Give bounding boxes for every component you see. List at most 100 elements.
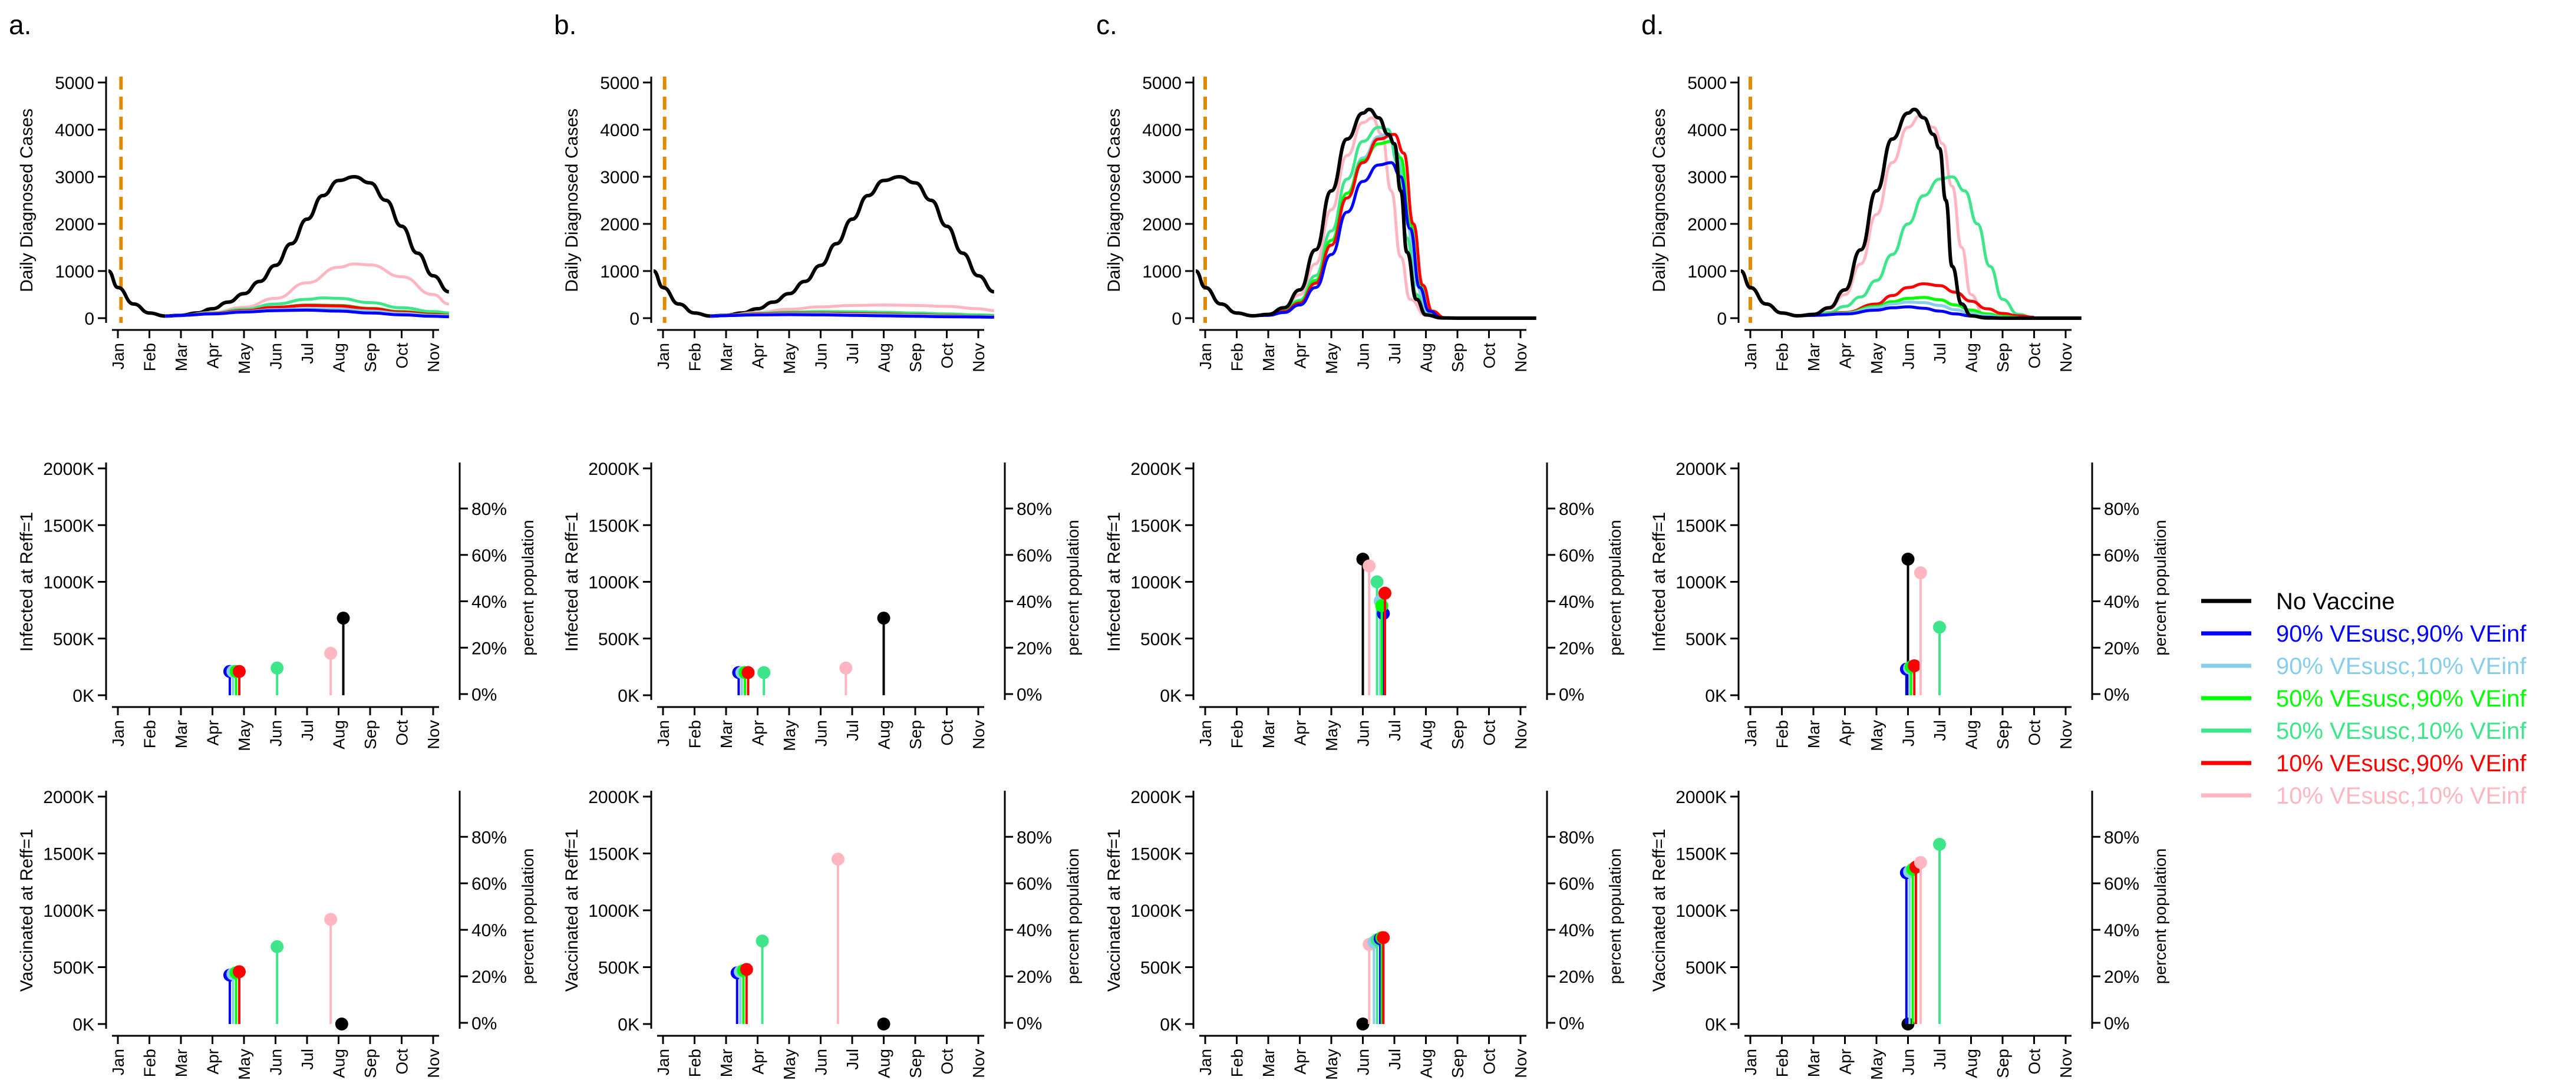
series-line-s6: [1797, 114, 1997, 320]
lollipop-point-nv: [1901, 1018, 1915, 1030]
x-tick-label: Feb: [141, 720, 159, 748]
y-tick-label: 1000K: [1675, 901, 1727, 921]
x-tick-label: May: [1322, 343, 1341, 374]
x-tick-label: Feb: [141, 1049, 159, 1077]
y-tick-label: 5000: [600, 74, 639, 93]
x-tick-label: Nov: [969, 720, 988, 749]
x-tick-label: Jan: [109, 343, 127, 369]
x-tick-label: Sep: [361, 720, 380, 749]
legend-label: 90% VEsusc,90% VEinf: [2276, 621, 2527, 647]
y-tick-label: 1000K: [1675, 573, 1727, 593]
x-tick-label: Aug: [330, 1049, 348, 1078]
y2-tick-label: 80%: [471, 500, 507, 519]
panel-label: c.: [1096, 9, 1117, 40]
y-tick-label: 1500K: [43, 516, 94, 536]
x-tick-label: Jun: [1354, 720, 1373, 747]
y-tick-label: 1500K: [1675, 845, 1727, 864]
y2-tick-label: 80%: [1559, 828, 1594, 847]
y2-tick-label: 40%: [1017, 593, 1052, 612]
y-tick-label: 3000: [1142, 168, 1182, 187]
series-line-nv: [1740, 107, 2082, 321]
lollipop-point-nv: [1901, 553, 1915, 566]
legend-label: 50% VEsusc,90% VEinf: [2276, 686, 2527, 712]
y2-tick-label: 20%: [471, 967, 507, 987]
x-tick-label: Oct: [2026, 1049, 2044, 1075]
x-tick-label: Nov: [1512, 343, 1530, 372]
y2-tick-label: 60%: [1559, 874, 1594, 894]
y-tick-label: 1500K: [1675, 516, 1727, 536]
x-tick-label: May: [235, 720, 253, 751]
y-tick-label: 2000K: [588, 460, 639, 479]
y2-tick-label: 0%: [2104, 1014, 2129, 1033]
chart-b-line-0: b. 0 1000 2000 3000 4000 5000 Daily Diagnosed C…: [554, 9, 995, 374]
y2-axis-label: percent population: [519, 848, 537, 984]
lollipop-point-s5: [740, 963, 753, 976]
series-line-nv: [1195, 107, 1536, 321]
x-tick-label: Jan: [1741, 343, 1760, 369]
y-tick-label: 0: [629, 309, 639, 329]
series-line-s1: [1252, 161, 1442, 319]
y-axis-label: Vaccinated at Reff=1: [1104, 829, 1124, 992]
x-tick-label: Apr: [749, 720, 767, 746]
y-tick-label: 2000K: [1130, 460, 1182, 479]
x-tick-label: Aug: [1962, 1049, 1981, 1078]
x-tick-label: Jul: [843, 1049, 862, 1070]
x-tick-label: Jul: [298, 720, 316, 741]
chart-d-lollipop-2: 0K 500K 1000K 1500K 2000K Vaccinated at Reff=…: [1650, 788, 2169, 1080]
chart-c-lollipop-1: 0K 500K 1000K 1500K 2000K Infected at Reff=1 J…: [1104, 460, 1624, 751]
x-tick-label: Mar: [1259, 720, 1278, 748]
y-tick-label: 500K: [1686, 630, 1727, 649]
x-tick-label: Aug: [875, 1049, 893, 1078]
y2-tick-label: 0%: [471, 685, 497, 705]
lollipop-point-s4: [1370, 575, 1384, 589]
x-tick-label: Oct: [393, 343, 411, 369]
lollipop-point-s4: [757, 666, 771, 679]
y-axis-label: Daily Diagnosed Cases: [1650, 108, 1669, 292]
x-tick-label: Feb: [1228, 1049, 1246, 1077]
y-tick-label: 500K: [1686, 959, 1727, 978]
legend: No Vaccine 90% VEsusc,90% VEinf 90% VEsusc…: [2201, 589, 2527, 809]
lollipop-point-nv: [337, 612, 350, 625]
x-tick-label: Mar: [717, 343, 735, 371]
y-tick-label: 1500K: [43, 845, 94, 864]
y-tick-label: 4000: [600, 121, 639, 140]
x-tick-label: Jul: [298, 343, 316, 364]
x-tick-label: Jul: [1386, 720, 1404, 741]
chart-d-line-0: d. 0 1000 2000 3000 4000 5000 Daily Diagnosed C…: [1641, 9, 2082, 374]
y-tick-label: 0: [1717, 309, 1727, 329]
x-tick-label: Jun: [1899, 1049, 1918, 1075]
chart-b-lollipop-1: 0K 500K 1000K 1500K 2000K Infected at Reff=1 J…: [562, 460, 1082, 751]
y2-axis-label: percent population: [2151, 848, 2169, 984]
chart-a-lollipop-1: 0K 500K 1000K 1500K 2000K Infected at Reff=1 J…: [17, 460, 537, 751]
x-tick-label: Aug: [1417, 343, 1436, 372]
x-tick-label: Feb: [1773, 720, 1792, 748]
series-line-s4: [1797, 175, 2034, 319]
lollipop-point-s6: [831, 853, 845, 866]
x-tick-label: Mar: [172, 1049, 190, 1077]
x-tick-label: May: [1322, 720, 1341, 751]
x-tick-label: Nov: [2057, 343, 2075, 372]
y-tick-label: 2000K: [588, 788, 639, 807]
y-tick-label: 2000K: [43, 460, 94, 479]
x-tick-label: Jun: [267, 343, 285, 369]
x-tick-label: Jul: [1931, 343, 1949, 364]
x-tick-label: Aug: [1962, 720, 1981, 749]
lollipop-point-s4: [756, 934, 769, 948]
x-tick-label: May: [780, 1049, 799, 1080]
y-tick-label: 0K: [1705, 686, 1727, 706]
y-tick-label: 2000: [600, 215, 639, 234]
lollipop-point-s4: [1933, 838, 1946, 851]
x-tick-label: Feb: [686, 1049, 704, 1077]
x-tick-label: Mar: [1805, 343, 1823, 371]
y-axis-label: Infected at Reff=1: [562, 512, 582, 652]
x-tick-label: Aug: [330, 343, 348, 372]
y-tick-label: 1000: [1142, 262, 1182, 282]
x-tick-label: Nov: [424, 720, 443, 749]
x-tick-label: Jan: [1741, 720, 1760, 747]
lollipop-point-s6: [1914, 856, 1927, 869]
y2-tick-label: 40%: [1017, 921, 1052, 940]
y-tick-label: 5000: [1142, 74, 1182, 93]
y-tick-label: 0K: [618, 1015, 639, 1035]
x-tick-label: Sep: [361, 343, 380, 372]
y-tick-label: 1500K: [1130, 845, 1182, 864]
